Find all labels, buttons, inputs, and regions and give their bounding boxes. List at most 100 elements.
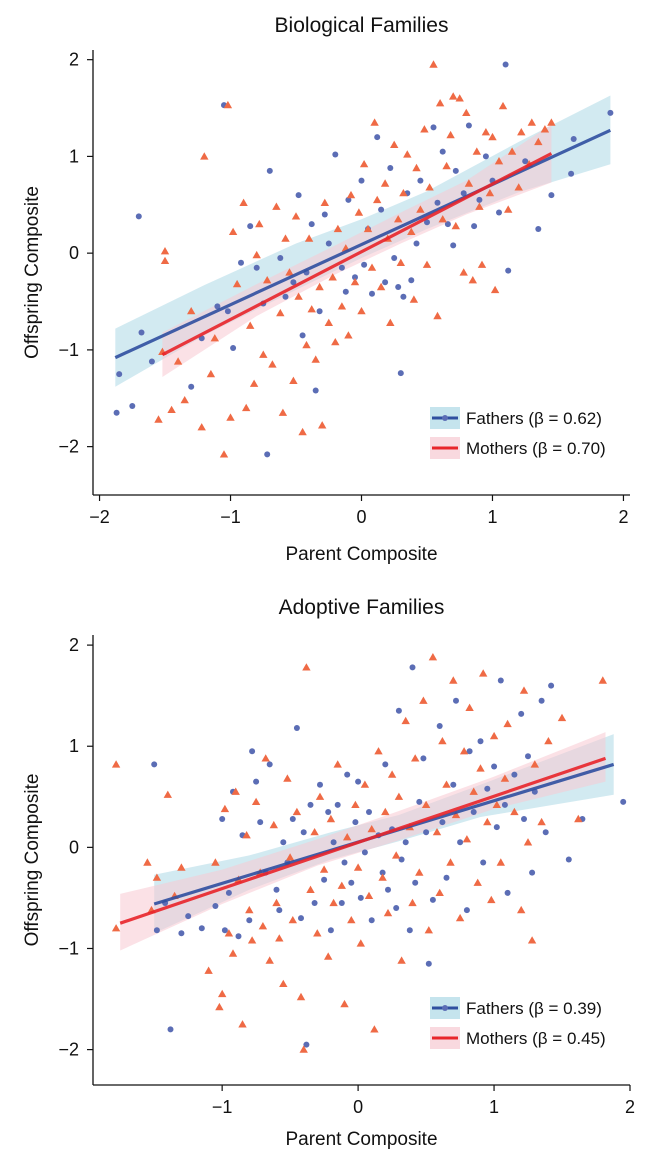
mothers-point	[357, 307, 366, 315]
fathers-point	[276, 907, 283, 914]
x-tick-label: 0	[356, 507, 366, 527]
fathers-point	[295, 192, 302, 199]
fathers-point	[129, 403, 136, 409]
mothers-point	[462, 835, 472, 843]
fathers-point	[225, 889, 232, 896]
fathers-point	[443, 874, 450, 881]
mothers-confidence-band	[162, 124, 552, 377]
mothers-point	[310, 828, 319, 836]
mothers-point	[475, 202, 484, 210]
mothers-point	[487, 895, 496, 904]
mothers-point	[485, 189, 495, 197]
fathers-point	[406, 927, 413, 934]
fathers-point	[413, 240, 420, 247]
mothers-point	[337, 302, 347, 310]
mothers-point	[228, 227, 238, 235]
mothers-point	[489, 731, 499, 740]
mothers-point	[337, 881, 346, 889]
fathers-point	[212, 903, 219, 909]
mothers-point	[318, 421, 327, 429]
fathers-point	[420, 755, 427, 762]
fathers-point	[327, 927, 334, 934]
fathers-point	[338, 264, 345, 271]
fathers-point	[317, 781, 323, 788]
fathers-point	[246, 917, 253, 924]
fathers-point	[253, 778, 260, 785]
mothers-point	[449, 676, 458, 684]
mothers-point	[527, 936, 537, 944]
mothers-point	[534, 137, 543, 146]
fathers-point	[518, 710, 525, 717]
mothers-point	[392, 851, 401, 859]
mothers-point	[490, 285, 500, 294]
mothers-point	[223, 100, 233, 109]
fathers-point	[470, 809, 477, 815]
mothers-point	[367, 825, 376, 833]
mothers-point	[507, 147, 517, 155]
fathers-point	[522, 158, 529, 165]
chart-panel-2: Adoptive Families −1 0 1 2 −2 −1 0 1 2 Parent Comp…	[22, 596, 635, 1150]
mothers-point	[210, 334, 219, 342]
mothers-point	[180, 396, 189, 404]
mothers-point	[285, 853, 295, 861]
fathers-point	[436, 723, 443, 729]
mothers-point	[530, 760, 539, 768]
mothers-point	[324, 318, 333, 326]
fathers-point	[480, 859, 487, 866]
mothers-point	[468, 276, 477, 284]
mothers-point	[449, 92, 458, 100]
mothers-point	[415, 868, 424, 876]
fathers-point	[290, 279, 297, 286]
mothers-point	[435, 99, 445, 107]
fathers-point	[395, 707, 402, 714]
fathers-point	[502, 61, 509, 68]
mothers-point	[397, 956, 406, 964]
mothers-point	[383, 908, 393, 917]
fathers-point	[457, 839, 464, 846]
fathers-point	[361, 261, 368, 268]
fathers-point	[525, 753, 531, 760]
fathers-point	[311, 900, 318, 906]
mothers-point	[376, 282, 386, 291]
mothers-point	[313, 929, 322, 937]
fathers-point	[501, 801, 508, 808]
mothers-point	[494, 157, 504, 165]
x-axis-label: Parent Composite	[285, 1129, 437, 1150]
fathers-point	[303, 1041, 310, 1048]
mothers-point	[328, 273, 337, 281]
fathers-point	[266, 167, 273, 174]
fathers-point	[565, 856, 572, 863]
mothers-point	[307, 305, 316, 313]
mothers-point	[296, 992, 306, 1001]
fathers-point	[352, 274, 358, 281]
fathers-point	[338, 900, 345, 906]
mothers-point	[544, 737, 553, 745]
mothers-point	[479, 669, 488, 677]
mothers-point	[232, 279, 242, 288]
mothers-point	[259, 350, 268, 358]
mothers-point	[425, 183, 434, 191]
mothers-point	[420, 125, 429, 133]
mothers-point	[364, 891, 374, 899]
fathers-point	[382, 761, 389, 768]
fathers-point	[423, 829, 430, 836]
mothers-point	[298, 427, 307, 436]
mothers-point	[411, 754, 420, 762]
fathers-point	[264, 451, 271, 458]
fathers-point	[116, 371, 123, 378]
fathers-point	[334, 801, 341, 808]
fathers-point	[253, 264, 260, 271]
mothers-point	[288, 916, 297, 924]
fathers-point	[316, 308, 323, 315]
mothers-point	[523, 838, 533, 846]
mothers-point	[285, 268, 294, 276]
mothers-point	[278, 408, 288, 416]
mothers-point	[268, 360, 277, 368]
mothers-point	[429, 60, 438, 68]
fathers-point	[113, 409, 120, 416]
mothers-point	[442, 780, 451, 788]
mothers-point	[160, 247, 170, 255]
fathers-legend-label: Fathers (β = 0.62)	[466, 409, 602, 428]
fathers-point	[348, 879, 355, 886]
fathers-point	[484, 785, 491, 792]
